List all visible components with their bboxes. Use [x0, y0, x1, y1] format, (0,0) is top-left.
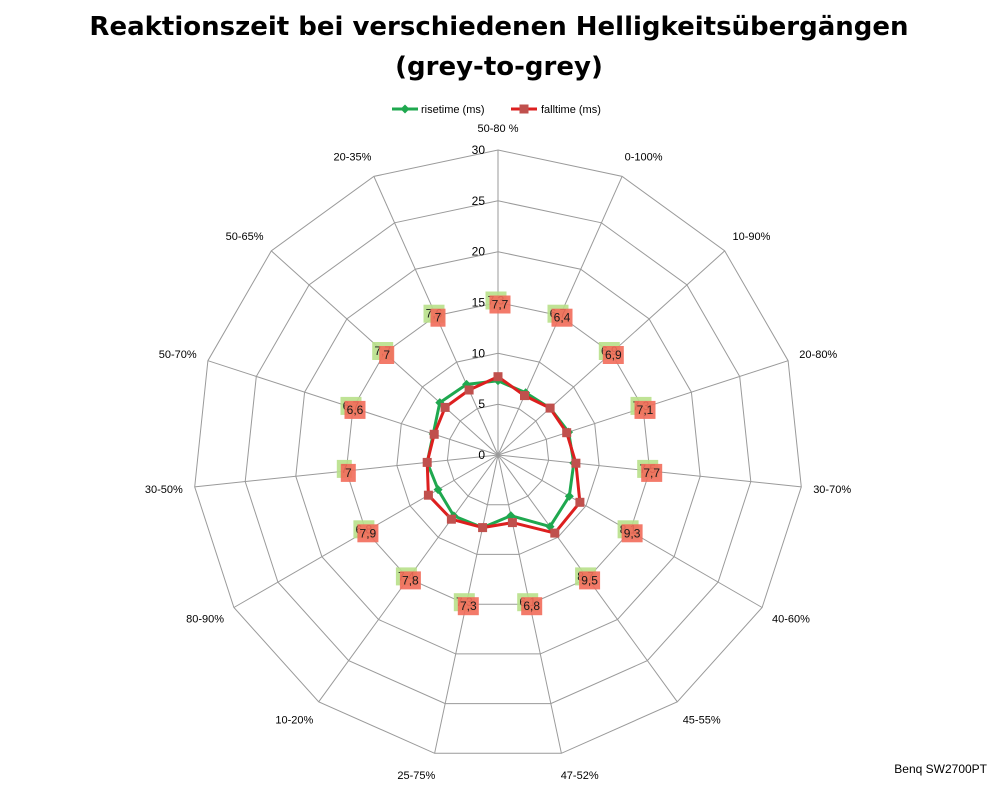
radial-tick-label: 0	[478, 448, 485, 462]
data-point-marker	[562, 428, 572, 438]
data-point-marker	[520, 391, 529, 401]
category-label: 40-60%	[772, 614, 810, 626]
category-label: 10-90%	[733, 231, 771, 243]
radial-tick-label: 10	[472, 346, 486, 360]
grid-ring	[446, 403, 550, 506]
data-label-box	[602, 346, 624, 364]
data-label-box	[579, 571, 601, 590]
category-label: 10-20%	[275, 715, 313, 727]
radar-grid	[194, 149, 802, 754]
data-label-box	[340, 463, 356, 482]
data-point-marker	[550, 528, 560, 538]
grid-ring	[295, 251, 701, 655]
data-label: 6,8	[523, 599, 540, 613]
radial-tick-label: 20	[472, 245, 486, 259]
data-label-box	[551, 308, 573, 327]
category-label: 30-50%	[145, 484, 183, 496]
category-label: 30-70%	[813, 484, 851, 496]
data-point-marker	[433, 485, 443, 495]
grid-ring	[345, 301, 651, 605]
category-label: 50-80 %	[478, 123, 519, 135]
category-label: 47-52%	[561, 770, 599, 782]
category-label: 20-35%	[333, 151, 371, 163]
category-label: 45-55%	[683, 715, 721, 727]
category-label: 0-100%	[625, 151, 663, 163]
grid-ring	[396, 352, 600, 555]
data-point-marker	[446, 514, 456, 524]
category-label: 25-75%	[397, 770, 435, 782]
category-label: 50-70%	[159, 349, 197, 361]
data-label: 9,3	[624, 526, 641, 540]
legend-falltime-label: falltime (ms)	[541, 104, 601, 116]
legend-falltime-marker	[519, 104, 529, 114]
category-label: 50-65%	[226, 231, 264, 243]
radial-tick-label: 25	[472, 194, 486, 208]
grid-ring	[194, 149, 802, 754]
data-label-box	[621, 524, 643, 543]
data-label: 7,9	[360, 526, 377, 540]
data-label: 7,8	[402, 573, 419, 587]
data-point-marker	[422, 457, 432, 467]
category-label: 80-90%	[186, 614, 224, 626]
footer-note: Benq SW2700PT	[894, 762, 987, 776]
data-label: 7,1	[637, 403, 654, 417]
data-point-marker	[423, 490, 433, 500]
category-labels: 50-80 % 0-100% 10-90% 20-80% 30-70% 40-60% 45-…	[145, 123, 851, 782]
data-label: 9,5	[581, 573, 598, 587]
data-label-box	[457, 597, 479, 616]
grid-ring	[244, 200, 752, 705]
data-label: 6,9	[605, 348, 622, 362]
data-point-marker	[564, 491, 574, 501]
data-label: 7,7	[492, 298, 509, 312]
data-point-marker	[545, 403, 555, 413]
data-label-box	[489, 295, 511, 314]
data-label: 7,7	[643, 466, 660, 480]
chart-title-line-1: Reaktionszeit bei verschiedenen Helligke…	[89, 12, 909, 42]
data-point-marker	[429, 429, 439, 439]
data-label: 7,3	[460, 599, 477, 613]
data-label-box	[521, 597, 543, 616]
data-point-marker	[507, 518, 517, 528]
category-label: 20-80%	[799, 349, 837, 361]
radial-tick-label: 30	[472, 143, 486, 157]
data-label-box	[641, 463, 663, 482]
series-layer	[422, 372, 585, 538]
data-point-marker	[440, 402, 450, 412]
data-point-marker	[506, 511, 516, 521]
data-point-marker	[571, 458, 581, 468]
data-point-marker	[575, 497, 585, 507]
data-label-box	[379, 346, 395, 364]
data-labels: 7,36,76,97,37,58,18,76,17,37,46,876,77,7…	[336, 291, 663, 616]
legend-risetime-marker	[400, 104, 410, 114]
radial-tick-label: 5	[478, 397, 485, 411]
radial-axis-ticks: 0 5 10 15 20 25 30	[472, 143, 486, 462]
data-label: 7	[345, 466, 352, 480]
legend-risetime-label: risetime (ms)	[421, 104, 485, 116]
data-label-box	[344, 400, 366, 419]
data-label-box	[430, 308, 446, 327]
data-point-marker	[478, 523, 488, 533]
data-label-box	[399, 571, 421, 590]
data-point-marker	[493, 372, 503, 382]
data-label: 7	[435, 311, 442, 325]
data-label: 7	[383, 348, 390, 362]
data-label: 6,6	[347, 403, 364, 417]
data-label: 6,4	[554, 311, 571, 325]
data-point-marker	[464, 385, 474, 395]
radial-tick-label: 15	[472, 296, 486, 310]
series-line-1	[425, 375, 582, 535]
data-label-box	[357, 524, 379, 543]
data-label-box	[634, 400, 656, 419]
legend: risetime (ms) falltime (ms)	[392, 104, 601, 116]
chart-title-line-2: (grey-to-grey)	[395, 52, 603, 82]
